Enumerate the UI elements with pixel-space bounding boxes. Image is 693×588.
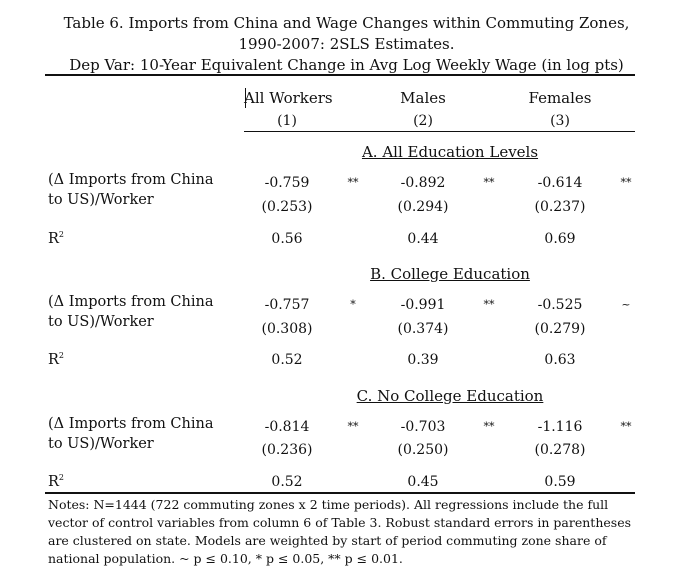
table-notes: Notes: N=1444 (722 commuting zones x 2 t…	[48, 497, 632, 566]
se-b-3: (0.279)	[534, 321, 586, 337]
coef-c-2: -0.703	[400, 419, 446, 435]
table-title-line1: Table 6. Imports from China and Wage Cha…	[63, 14, 630, 32]
col-number-1: (1)	[277, 113, 297, 129]
stars-c-3: **	[620, 420, 632, 433]
stars-b-1: *	[350, 298, 356, 311]
se-a-3: (0.237)	[534, 199, 586, 215]
coef-c-1: -0.814	[264, 419, 310, 435]
stars-a-1: **	[347, 176, 359, 189]
stars-a-3: **	[620, 176, 632, 189]
stars-b-3: ~	[621, 298, 631, 311]
se-a-2: (0.294)	[397, 199, 449, 215]
coef-a-2: -0.892	[400, 175, 446, 191]
table-title-line2: 1990-2007: 2SLS Estimates.	[238, 35, 455, 53]
coef-b-1: -0.757	[264, 297, 310, 313]
coef-c-3: -1.116	[537, 419, 583, 435]
row-label-line1: (Δ Imports from China	[48, 294, 214, 310]
text-cursor	[245, 88, 246, 108]
stars-c-1: **	[347, 420, 359, 433]
r2-a-3: 0.69	[544, 231, 576, 247]
r2-b-1: 0.52	[271, 352, 303, 368]
bottom-rule	[45, 492, 635, 494]
r2-label-a: R2	[48, 230, 65, 247]
row-label-line1: (Δ Imports from China	[48, 172, 214, 188]
r2-a-1: 0.56	[271, 231, 303, 247]
panel-b-title: B. College Education	[370, 265, 530, 283]
se-c-3: (0.278)	[534, 442, 586, 458]
col-header-2: Males	[400, 89, 446, 107]
col-number-3: (3)	[550, 113, 570, 129]
r2-b-2: 0.39	[407, 352, 439, 368]
se-c-2: (0.250)	[397, 442, 449, 458]
coef-a-1: -0.759	[264, 175, 310, 191]
row-label-line1: (Δ Imports from China	[48, 416, 214, 432]
col-header-3: Females	[528, 89, 592, 107]
r2-c-1: 0.52	[271, 474, 303, 490]
coef-a-3: -0.614	[537, 175, 583, 191]
coef-b-3: -0.525	[537, 297, 583, 313]
col-header-1: All Workers	[244, 89, 333, 107]
r2-label-c: R2	[48, 473, 65, 490]
row-label-line2: to US)/Worker	[48, 314, 154, 330]
panel-c-title: C. No College Education	[356, 387, 544, 405]
coef-b-2: -0.991	[400, 297, 446, 313]
col-number-2: (2)	[413, 113, 433, 129]
stars-b-2: **	[483, 298, 495, 311]
se-a-1: (0.253)	[261, 199, 313, 215]
se-c-1: (0.236)	[261, 442, 313, 458]
row-label-line2: to US)/Worker	[48, 436, 154, 452]
se-b-1: (0.308)	[261, 321, 313, 337]
header-rule	[244, 131, 635, 132]
stars-c-2: **	[483, 420, 495, 433]
stars-a-2: **	[483, 176, 495, 189]
r2-label-b: R2	[48, 351, 65, 368]
table-title-line3: Dep Var: 10-Year Equivalent Change in Av…	[69, 56, 624, 74]
se-b-2: (0.374)	[397, 321, 449, 337]
top-rule	[45, 74, 635, 76]
row-label-line2: to US)/Worker	[48, 192, 154, 208]
r2-c-2: 0.45	[407, 474, 439, 490]
r2-a-2: 0.44	[407, 231, 439, 247]
r2-b-3: 0.63	[544, 352, 576, 368]
r2-c-3: 0.59	[544, 474, 576, 490]
panel-a-title: A. All Education Levels	[361, 143, 539, 161]
